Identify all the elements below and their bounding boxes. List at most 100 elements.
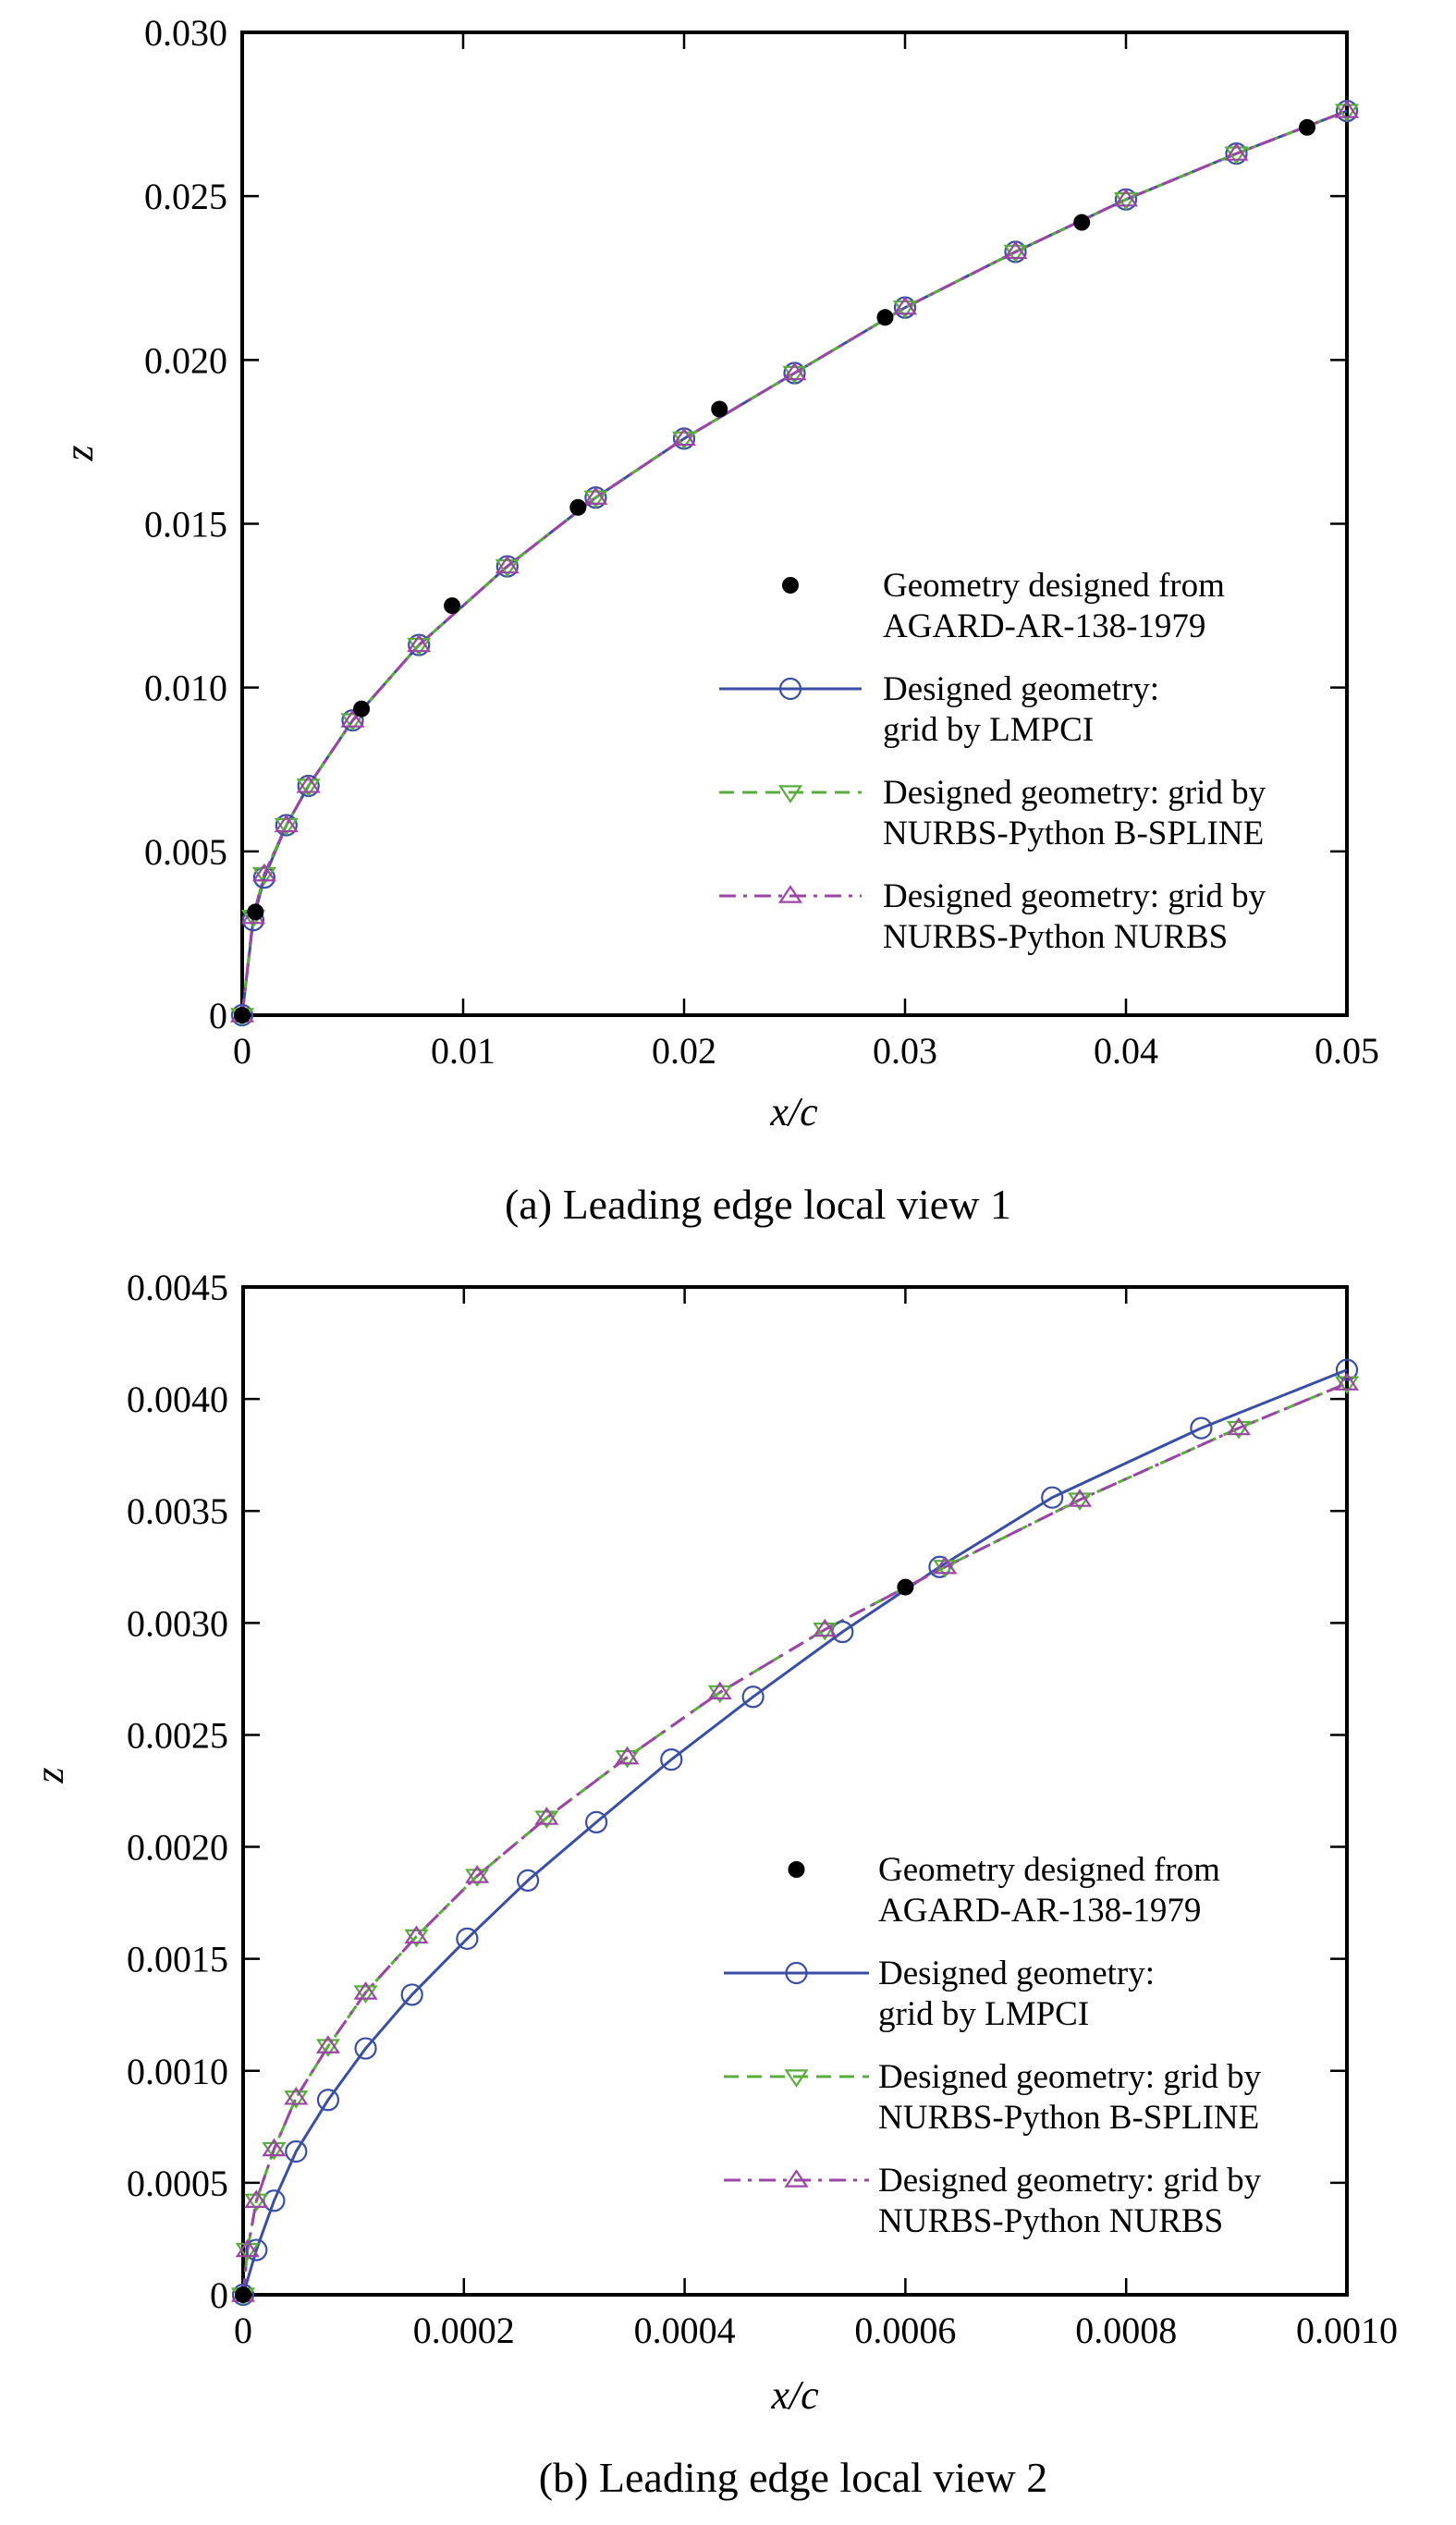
legend-marker-2 [784, 2069, 809, 2088]
series-1-point [516, 1869, 540, 1892]
series-3-point [813, 1618, 838, 1637]
legend-label-3: Designed geometry: grid by [883, 877, 1266, 915]
series-2-point [407, 637, 432, 656]
series-3-point [407, 633, 432, 653]
y-tick-label: 0.0025 [127, 1714, 228, 1756]
x-tick-label: 0.02 [652, 1030, 716, 1072]
series-1-point [741, 1685, 765, 1709]
y-tick-label: 0.010 [144, 668, 227, 709]
series-2-point [1067, 1492, 1093, 1511]
series-3-point [892, 296, 918, 315]
series-3-point [495, 555, 520, 574]
series-1-point [245, 2238, 268, 2261]
series-2-point [251, 866, 276, 886]
series-3-point [1226, 1416, 1252, 1436]
series-2-point [1226, 1420, 1252, 1440]
series-3-point [534, 1807, 559, 1825]
y-tick-label: 0.0030 [127, 1602, 228, 1644]
series-3-point [583, 486, 608, 505]
reference-point [711, 400, 728, 418]
reference-point [234, 1007, 251, 1023]
series-3-point [465, 1865, 490, 1883]
legend-marker-0 [788, 1861, 805, 1878]
plot-frame [240, 31, 1349, 1017]
plot-area [229, 99, 1360, 1027]
series-1-point [316, 2089, 340, 2112]
series-2-point [1224, 146, 1249, 165]
y-tick-label: 0 [209, 995, 227, 1036]
x-axis: 0 0.0002 0.0004 0.0006 0.0008 0.0010 [234, 1287, 1398, 2351]
series-2-point [404, 1929, 429, 1948]
series-1-point [928, 1555, 951, 1578]
y-tick-label: 0.0040 [127, 1379, 228, 1420]
legend-label-3: NURBS-Python NURBS [878, 2202, 1223, 2240]
legend-label-1: grid by LMPCI [883, 711, 1094, 749]
chart-panel-a: 0 0.01 0.02 0.03 0.04 0.05 0 0.005 0.010 0.015 0.… [56, 12, 1379, 1228]
legend-label-1: Designed geometry: [878, 1955, 1155, 1992]
y-tick-label: 0.0005 [127, 2163, 228, 2204]
reference-point [1298, 118, 1315, 136]
legend-label-0: AGARD-AR-138-1979 [878, 1892, 1201, 1930]
series-3-point [1334, 1372, 1360, 1391]
legend-marker-1 [785, 1961, 808, 1985]
series-3-point [235, 2238, 260, 2258]
series-line-3 [240, 109, 1348, 1016]
reference-point [444, 597, 461, 615]
series-2-point [671, 431, 697, 450]
reference-point [876, 309, 894, 326]
series-line-3 [241, 1381, 1348, 2296]
series-3-point [251, 863, 276, 882]
series-1-point [1335, 1358, 1359, 1381]
y-tick-label: 0 [210, 2274, 228, 2316]
series-3-point [1334, 100, 1360, 118]
series-2-point [615, 1749, 640, 1769]
figure-caption-a: (a) Leading edge local view 1 [505, 1181, 1011, 1228]
series-3-point [1003, 240, 1028, 260]
y-tick-label: 0.015 [144, 504, 227, 545]
series-2-point [1334, 104, 1360, 122]
x-tick-label: 0.03 [873, 1030, 937, 1072]
plot-area [230, 1358, 1360, 2307]
y-tick-label: 0.030 [144, 12, 227, 54]
legend-label-1: Designed geometry: [883, 670, 1159, 708]
series-3-point [707, 1681, 732, 1700]
x-axis-title: x/c [769, 1089, 818, 1134]
legend-label-2: Designed geometry: grid by [878, 2058, 1262, 2096]
reference-point [897, 1578, 914, 1596]
series-1-point [263, 2189, 286, 2212]
series-2-point [813, 1622, 838, 1641]
y-axis-title: z [56, 445, 102, 461]
legend-label-1: grid by LMPCI [878, 1995, 1089, 2033]
legend-label-0: AGARD-AR-138-1979 [883, 607, 1205, 645]
series-3-point [315, 2035, 340, 2053]
legend-label-3: Designed geometry: grid by [878, 2162, 1262, 2200]
y-tick-label: 0.0010 [127, 2051, 228, 2092]
series-line-2 [241, 1381, 1348, 2296]
x-tick-label: 0.0002 [413, 2310, 515, 2351]
x-tick-label: 0 [234, 2310, 252, 2351]
legend-label-2: Designed geometry: grid by [883, 774, 1266, 812]
series-1-point [584, 1810, 608, 1834]
series-2-point [315, 2039, 340, 2058]
y-tick-label: 0.0015 [127, 1939, 228, 1980]
series-2-point [495, 558, 520, 578]
series-2-point [892, 300, 918, 319]
y-axis: 0 0.0005 0.0010 0.0015 0.0020 0.0025 0.0030 0.0… [127, 1267, 1347, 2316]
y-tick-label: 0.025 [144, 176, 227, 217]
series-2-point [296, 778, 321, 797]
series-line-2 [240, 109, 1348, 1016]
series-3-point [404, 1925, 429, 1944]
series-3-point [1224, 142, 1249, 161]
legend-marker-3 [784, 2169, 809, 2188]
series-1-point [400, 1983, 423, 2006]
series-2-point [340, 713, 365, 731]
legend-marker-0 [782, 577, 799, 594]
series-line-1 [241, 1368, 1348, 2296]
legend-marker-3 [777, 885, 803, 903]
series-2-point [534, 1810, 559, 1829]
series-3-point [353, 1981, 378, 2000]
